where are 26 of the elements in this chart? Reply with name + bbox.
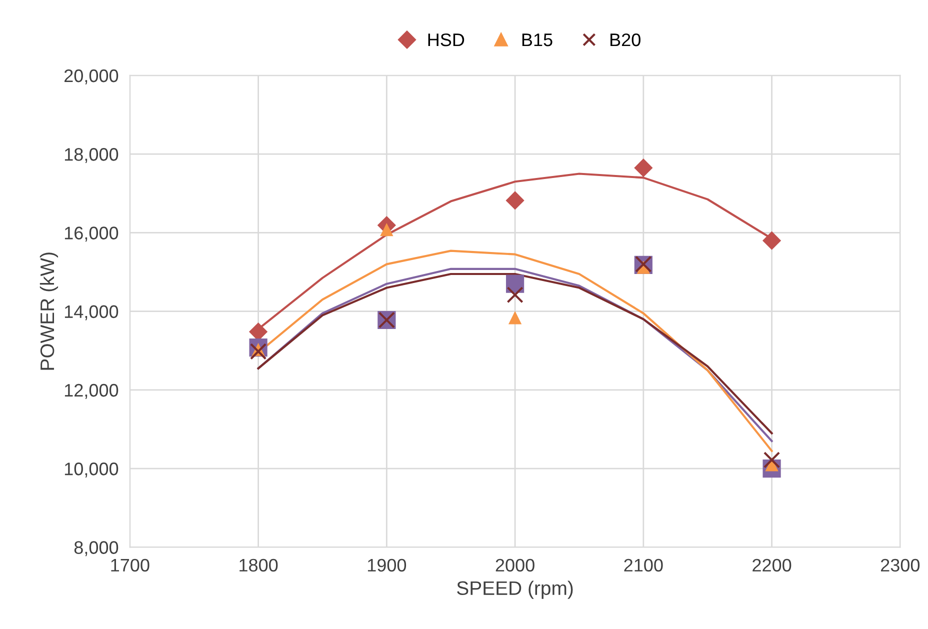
x-tick-label: 2300 [880,558,920,572]
point [506,191,524,210]
x-tick-label: 1900 [368,558,406,572]
point [508,311,522,324]
y-tick-label: 18,000 [64,148,118,163]
x-tick-label: 1700 [111,558,150,572]
legend-label: B20 [610,33,640,46]
point [634,158,653,178]
point [763,452,780,468]
legend-label: HSD [428,33,464,46]
legend-label: B15 [522,34,552,46]
y-tick-label: 14,000 [64,305,118,320]
y-tick-label: 8,000 [74,541,118,556]
x-tick-label: 1800 [240,558,278,572]
x-tick-label: 2000 [496,558,534,572]
y-tick-label: 12,000 [64,384,118,399]
y-tick-label: 10,000 [64,462,118,478]
x-axis-title: SPEED (rpm) [457,580,573,599]
point [506,286,524,304]
y-tick-label: 20,000 [64,69,118,84]
point [250,343,267,360]
x-tick-label: 2100 [624,558,663,572]
y-axis-title: POWER (kW) [40,252,58,370]
y-tick-label: 16,000 [64,226,118,242]
point [762,231,782,250]
x-tick-label: 2200 [752,558,792,572]
